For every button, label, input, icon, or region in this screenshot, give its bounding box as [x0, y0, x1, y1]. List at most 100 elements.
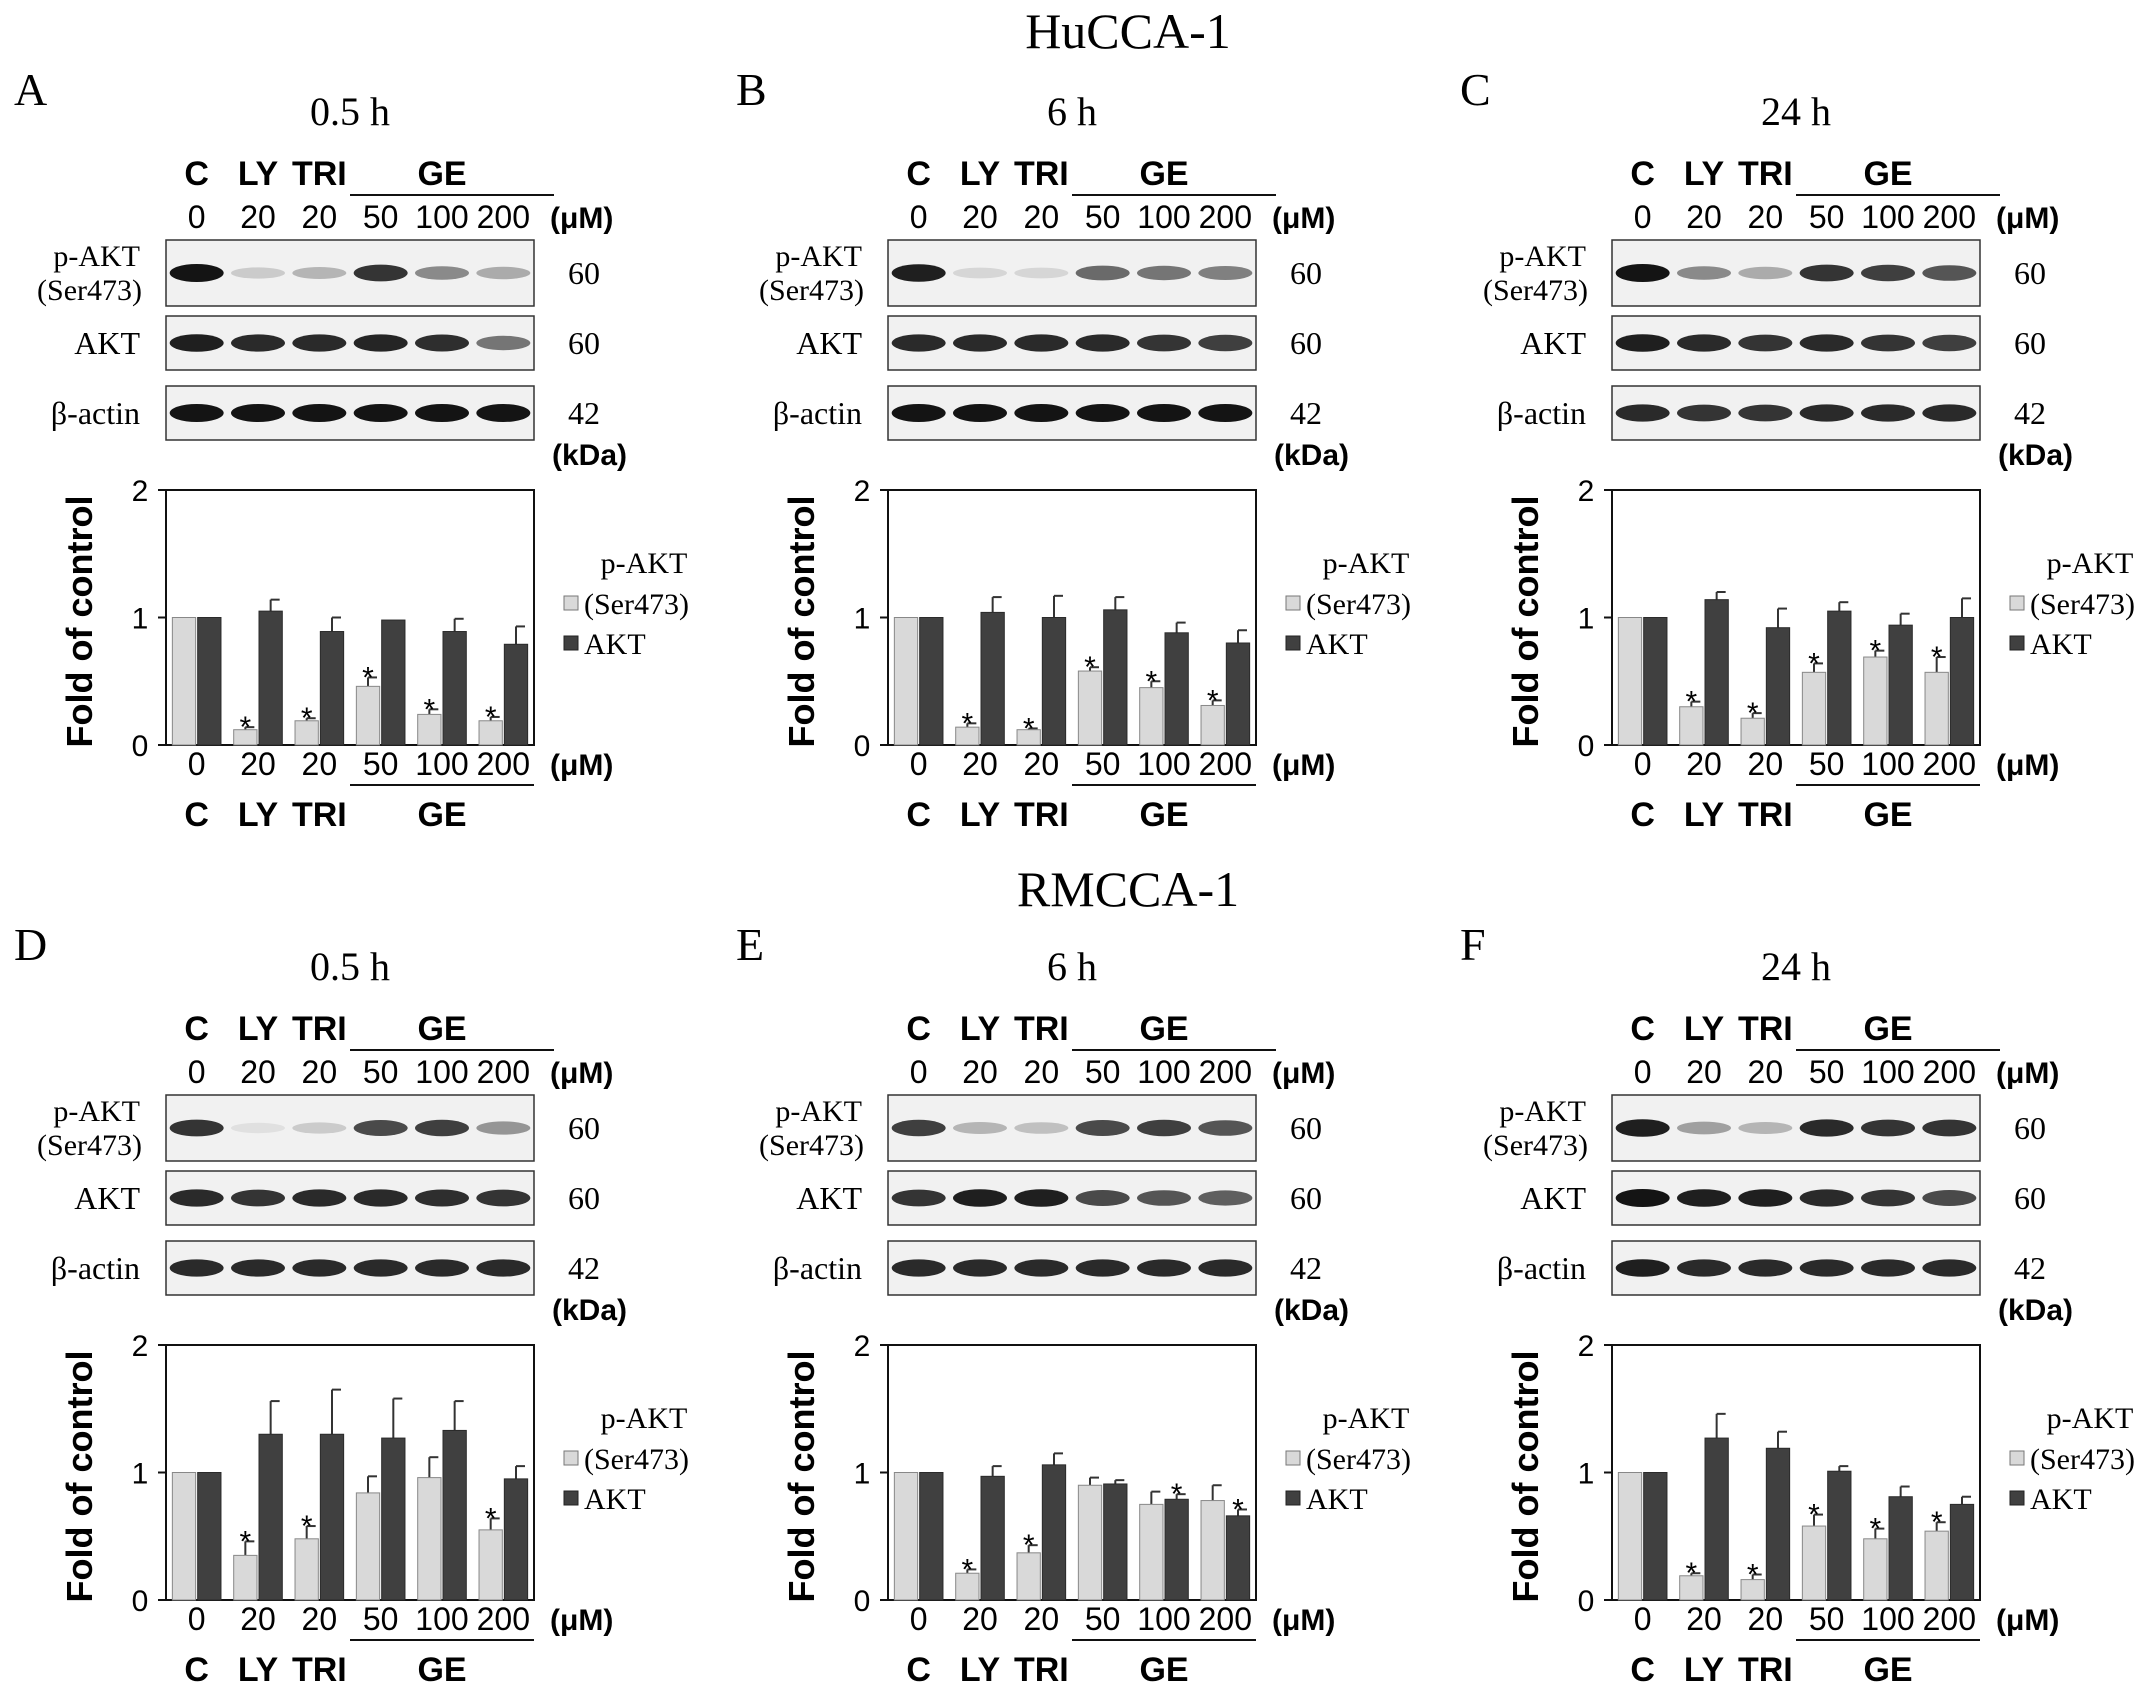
legend-swatch-light — [1285, 1450, 1301, 1466]
bar-akt — [1164, 632, 1189, 746]
blot-band — [1861, 404, 1915, 422]
lane-group-label: GE — [417, 155, 466, 193]
concentration-label: 20 — [1748, 1054, 1784, 1090]
bar-akt — [1643, 617, 1668, 746]
kda-value: 60 — [1290, 1180, 1322, 1216]
kda-unit: (kDa) — [1998, 439, 2073, 472]
significance-star: * — [1870, 635, 1882, 668]
panel-letter: F — [1460, 919, 1486, 970]
concentration-label: 20 — [302, 1054, 338, 1090]
bar-akt — [319, 1433, 345, 1601]
blot-band — [891, 404, 946, 422]
blot-band — [1615, 404, 1670, 422]
kda-value: 42 — [568, 1250, 600, 1286]
blot-band — [1677, 1121, 1731, 1135]
significance-star: * — [1686, 686, 1698, 719]
blot-band — [1738, 1189, 1793, 1207]
blot-band — [231, 404, 285, 422]
kda-value: 60 — [2014, 1110, 2046, 1146]
y-tick-label: 1 — [854, 1458, 871, 1491]
bar-akt — [1888, 624, 1913, 746]
concentration-unit: (μM) — [1996, 202, 2059, 235]
concentration-label: 20 — [1024, 1054, 1060, 1090]
blot-band — [1075, 404, 1130, 422]
blot-label: p-AKT — [1499, 240, 1586, 273]
legend-label-light: (Ser473) — [1306, 588, 1411, 621]
significance-star: * — [240, 1525, 252, 1558]
blot-band — [1014, 267, 1069, 279]
blot-band — [231, 267, 285, 279]
x-tick-label: 20 — [240, 746, 276, 782]
x-tick-label: 20 — [962, 1601, 998, 1637]
bar-pakt — [294, 720, 319, 746]
blot-band — [169, 404, 224, 422]
blot-strip — [887, 385, 1257, 441]
x-tick-label: 200 — [1923, 1601, 1976, 1637]
blot-band — [891, 1189, 946, 1207]
lane-group-label: C — [184, 155, 209, 193]
concentration-label: 200 — [1923, 199, 1976, 235]
x-tick-label: 0 — [188, 746, 206, 782]
x-tick-label: 0 — [1634, 1601, 1652, 1637]
blot-band — [953, 334, 1007, 352]
legend-swatch-dark — [563, 1490, 579, 1506]
concentration-unit: (μM) — [1272, 1057, 1335, 1090]
significance-star: * — [962, 1553, 974, 1586]
y-tick-label: 1 — [1578, 603, 1595, 636]
blot-band — [415, 1259, 469, 1277]
x-group-label: GE — [1863, 796, 1912, 834]
blot-label-sub: (Ser473) — [37, 274, 142, 307]
blot-label-sub: (Ser473) — [759, 1129, 864, 1162]
significance-star: * — [485, 701, 497, 734]
blot-band — [1137, 334, 1191, 352]
kda-value: 60 — [568, 325, 600, 361]
blot-band — [1738, 266, 1793, 280]
blot-label: β-actin — [51, 1250, 140, 1286]
blot-strip — [165, 1240, 535, 1296]
blot-band — [1677, 1189, 1731, 1207]
blot-band — [231, 1189, 285, 1207]
x-tick-label: 50 — [363, 1601, 399, 1637]
bar-pakt — [1077, 670, 1103, 746]
bar-pakt — [1740, 1579, 1765, 1601]
blot-band — [1677, 1259, 1731, 1277]
blot-band — [953, 1189, 1007, 1207]
lane-group-label: TRI — [292, 1010, 347, 1048]
x-unit: (μM) — [550, 749, 613, 782]
concentration-label: 20 — [962, 199, 998, 235]
blot-band — [169, 1189, 224, 1207]
concentration-label: 100 — [1137, 199, 1190, 235]
concentration-unit: (μM) — [1996, 1057, 2059, 1090]
blot-band — [292, 1122, 347, 1134]
bar-akt — [1103, 1483, 1128, 1601]
concentration-label: 50 — [1809, 1054, 1845, 1090]
blot-label-sub: (Ser473) — [759, 274, 864, 307]
lane-group-label: GE — [1139, 155, 1188, 193]
blot-strip — [887, 1094, 1257, 1162]
bar-akt — [1225, 642, 1251, 746]
y-tick-label: 1 — [132, 1458, 149, 1491]
bar-pakt — [417, 713, 442, 746]
legend-title: p-AKT — [2047, 1402, 2134, 1435]
blot-label: p-AKT — [53, 240, 140, 273]
lane-group-label: LY — [238, 1010, 279, 1048]
blot-label: β-actin — [773, 395, 862, 431]
lane-group-label: C — [906, 155, 931, 193]
kda-value: 60 — [1290, 1110, 1322, 1146]
x-tick-label: 100 — [415, 1601, 468, 1637]
bar-pakt — [1740, 717, 1765, 746]
x-tick-label: 20 — [1024, 1601, 1060, 1637]
concentration-label: 100 — [415, 199, 468, 235]
bar-akt — [980, 611, 1005, 746]
bar-akt — [1643, 1472, 1668, 1601]
y-tick-label: 2 — [854, 475, 871, 508]
x-tick-label: 200 — [1199, 1601, 1252, 1637]
legend-label-light: (Ser473) — [2030, 1443, 2135, 1476]
bar-akt — [442, 1429, 467, 1601]
significance-star: * — [1931, 641, 1943, 674]
bar-akt — [381, 1437, 406, 1601]
x-tick-label: 200 — [1199, 746, 1252, 782]
bar-pakt — [1016, 729, 1041, 746]
blot-band — [953, 1259, 1007, 1277]
concentration-unit: (μM) — [550, 202, 613, 235]
